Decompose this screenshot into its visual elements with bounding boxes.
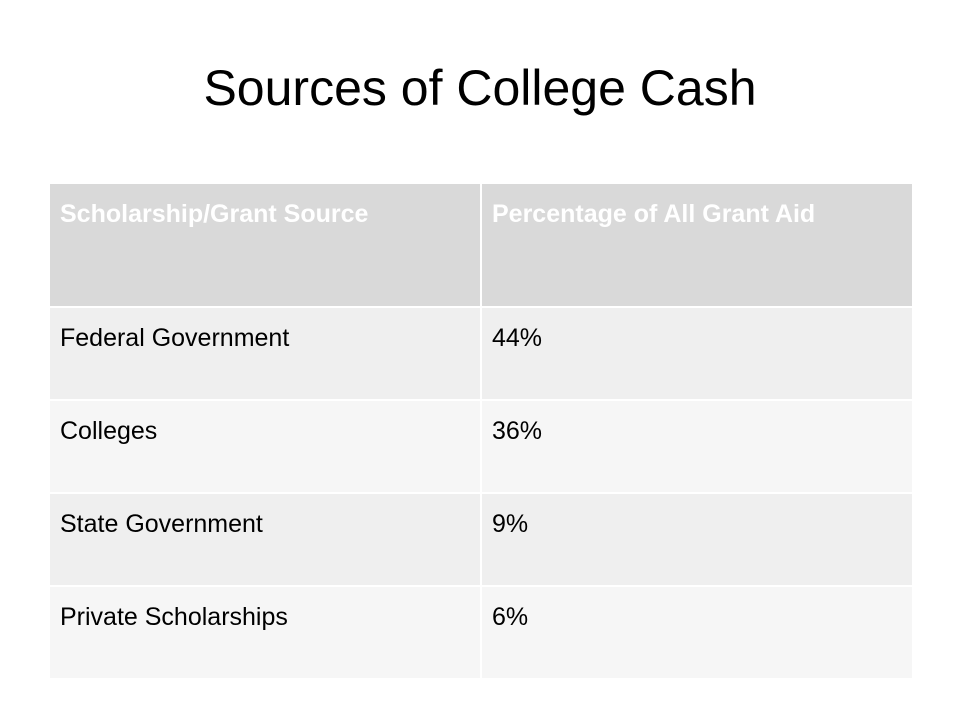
source-cell: Colleges — [48, 399, 482, 494]
source-cell: Federal Government — [48, 306, 482, 401]
table-row: Colleges 36% — [48, 399, 914, 494]
percentage-cell: 9% — [480, 492, 914, 587]
source-cell: Private Scholarships — [48, 585, 482, 680]
slide-title: Sources of College Cash — [203, 60, 757, 116]
percentage-cell: 36% — [480, 399, 914, 494]
table-row: Private Scholarships 6% — [48, 585, 914, 680]
column-header-source: Scholarship/Grant Source — [48, 182, 482, 308]
percentage-cell: 44% — [480, 306, 914, 401]
table-header-row: Scholarship/Grant Source Percentage of A… — [48, 182, 914, 308]
source-cell: State Government — [48, 492, 482, 587]
grant-sources-table: Scholarship/Grant Source Percentage of A… — [48, 182, 914, 680]
percentage-cell: 6% — [480, 585, 914, 680]
column-header-percentage: Percentage of All Grant Aid — [480, 182, 914, 308]
table-row: Federal Government 44% — [48, 306, 914, 401]
table-row: State Government 9% — [48, 492, 914, 587]
